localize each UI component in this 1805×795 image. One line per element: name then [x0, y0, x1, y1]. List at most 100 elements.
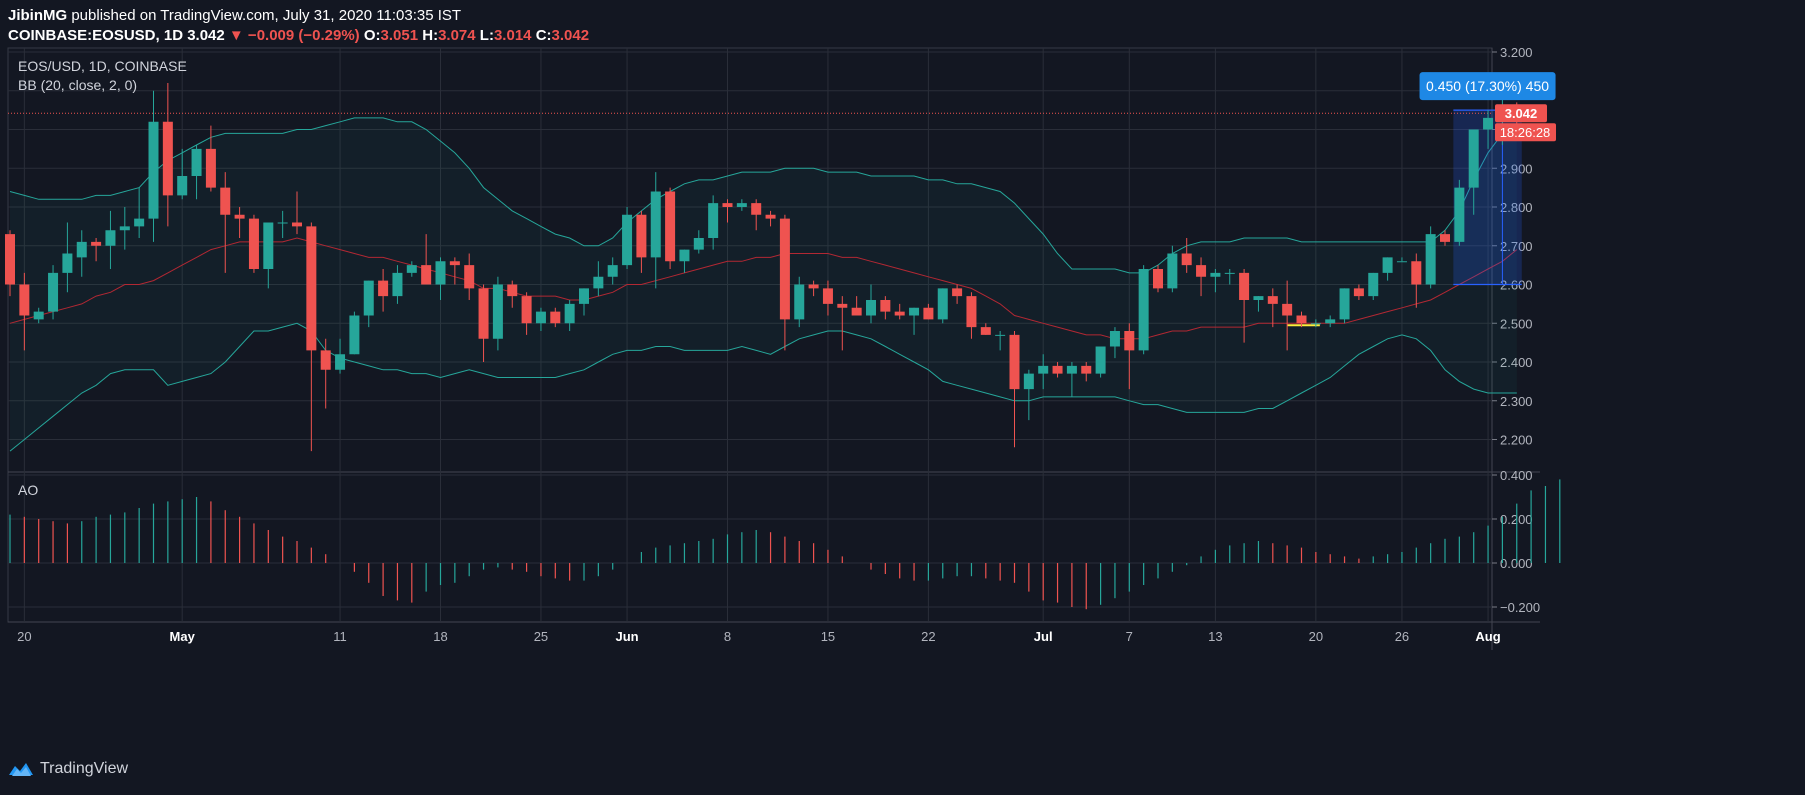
candle-body	[1253, 296, 1264, 300]
candle-body	[1109, 331, 1120, 347]
candle-body	[91, 241, 102, 246]
candle-body	[822, 288, 833, 304]
open-value: 3.051	[380, 27, 419, 44]
candle-body	[435, 261, 446, 285]
symbol-info: COINBASE:EOSUSD, 1D 3.042 ▼ −0.009 (−0.2…	[8, 26, 589, 46]
candle-body	[76, 241, 87, 258]
tradingview-logo-icon	[9, 763, 33, 776]
candle-body	[1440, 234, 1450, 242]
candle-body	[593, 276, 604, 289]
candle-body	[464, 265, 475, 289]
candle-body	[794, 284, 805, 320]
candle-body	[5, 234, 15, 285]
time-axis-label: 15	[821, 629, 835, 644]
candle-body	[263, 222, 274, 269]
publish-info: JibinMG published on TradingView.com, Ju…	[8, 6, 589, 26]
candle-body	[220, 187, 231, 215]
candle-body	[923, 307, 934, 320]
price-axis-label: 2.900	[1500, 161, 1533, 176]
candle-body	[292, 222, 302, 227]
candle-body	[1483, 117, 1494, 130]
candle-body	[1210, 272, 1221, 277]
time-axis-label: 26	[1395, 629, 1409, 644]
time-axis-label: 22	[921, 629, 935, 644]
candle-body	[636, 214, 647, 258]
candle-body	[1468, 129, 1479, 188]
candle-body	[579, 288, 589, 304]
candle-body	[478, 288, 489, 339]
price-axis-label: 2.700	[1500, 239, 1533, 254]
candle-body	[665, 191, 676, 262]
candle-body	[1124, 331, 1135, 351]
candle-body	[392, 272, 403, 297]
price-change: ▼ −0.009 (−0.29%)	[228, 27, 360, 44]
time-axis-label: 7	[1126, 629, 1133, 644]
candle-body	[62, 253, 73, 273]
candle-body	[866, 300, 876, 316]
candle-body	[1267, 296, 1278, 304]
ao-axis-label: −0.200	[1500, 600, 1540, 615]
candle-body	[1296, 315, 1307, 324]
countdown-bg	[1495, 123, 1556, 142]
candle-body	[765, 214, 776, 219]
candle-body	[1138, 269, 1149, 351]
legend-bb: BB (20, close, 2, 0)	[18, 77, 137, 93]
candle-body	[492, 284, 503, 339]
price-axis-label: 2.800	[1500, 200, 1533, 215]
tradingview-brand: TradingView	[40, 760, 129, 777]
candle-body	[306, 226, 317, 351]
candle-body	[894, 311, 905, 316]
author-name[interactable]: JibinMG	[8, 7, 68, 24]
candle-body	[191, 148, 202, 176]
high-label: H:	[422, 27, 439, 44]
candle-body	[1339, 288, 1350, 320]
candle-body	[1153, 269, 1163, 289]
price-badge-bg	[1495, 104, 1547, 123]
tradingview-footer[interactable]: TradingView	[8, 760, 128, 778]
candle-body	[909, 307, 920, 316]
candle-body	[177, 176, 188, 196]
price-badge: 3.042	[1505, 106, 1538, 121]
bb-band-fill	[10, 117, 1517, 452]
candle-body	[880, 300, 891, 312]
time-axis-label: 20	[17, 629, 31, 644]
bb-upper-line	[9, 117, 1517, 274]
candle-body	[1167, 253, 1178, 289]
candle-body	[1181, 253, 1192, 266]
time-axis-label: Jun	[615, 629, 638, 644]
candle-body	[19, 284, 30, 316]
candle-body	[1325, 319, 1336, 324]
bb-lower-line	[9, 322, 1517, 452]
candle-body	[550, 311, 561, 324]
candle-body	[1081, 365, 1092, 374]
time-axis-label: 20	[1309, 629, 1323, 644]
candle-body	[320, 350, 331, 370]
candle-body	[521, 296, 532, 324]
candle-body	[535, 311, 546, 324]
candle-body	[751, 203, 762, 215]
candle-body	[148, 121, 159, 219]
candle-body	[119, 226, 130, 231]
publish-text: published on TradingView.com, July 31, 2…	[71, 7, 462, 24]
candle-body	[363, 280, 374, 316]
candle-body	[1454, 187, 1465, 242]
time-axis-label: 25	[534, 629, 548, 644]
close-label: C:	[535, 27, 552, 44]
bb-basis-line	[9, 237, 1518, 340]
candle-body	[134, 218, 145, 227]
candle-body	[1368, 272, 1379, 297]
candle-body	[1066, 365, 1077, 374]
candle-body	[779, 218, 790, 320]
candle-body	[966, 296, 977, 328]
candle-body	[335, 354, 346, 370]
candle-body	[105, 230, 116, 246]
low-value: 3.014	[493, 27, 532, 44]
ao-axis-label: 0.400	[1500, 468, 1533, 483]
candle-body	[1023, 373, 1034, 390]
candle-body	[378, 280, 389, 297]
candle-body	[1310, 323, 1321, 325]
candle-body	[507, 284, 518, 297]
candle-body	[995, 334, 1006, 336]
candle-body	[1425, 234, 1436, 285]
